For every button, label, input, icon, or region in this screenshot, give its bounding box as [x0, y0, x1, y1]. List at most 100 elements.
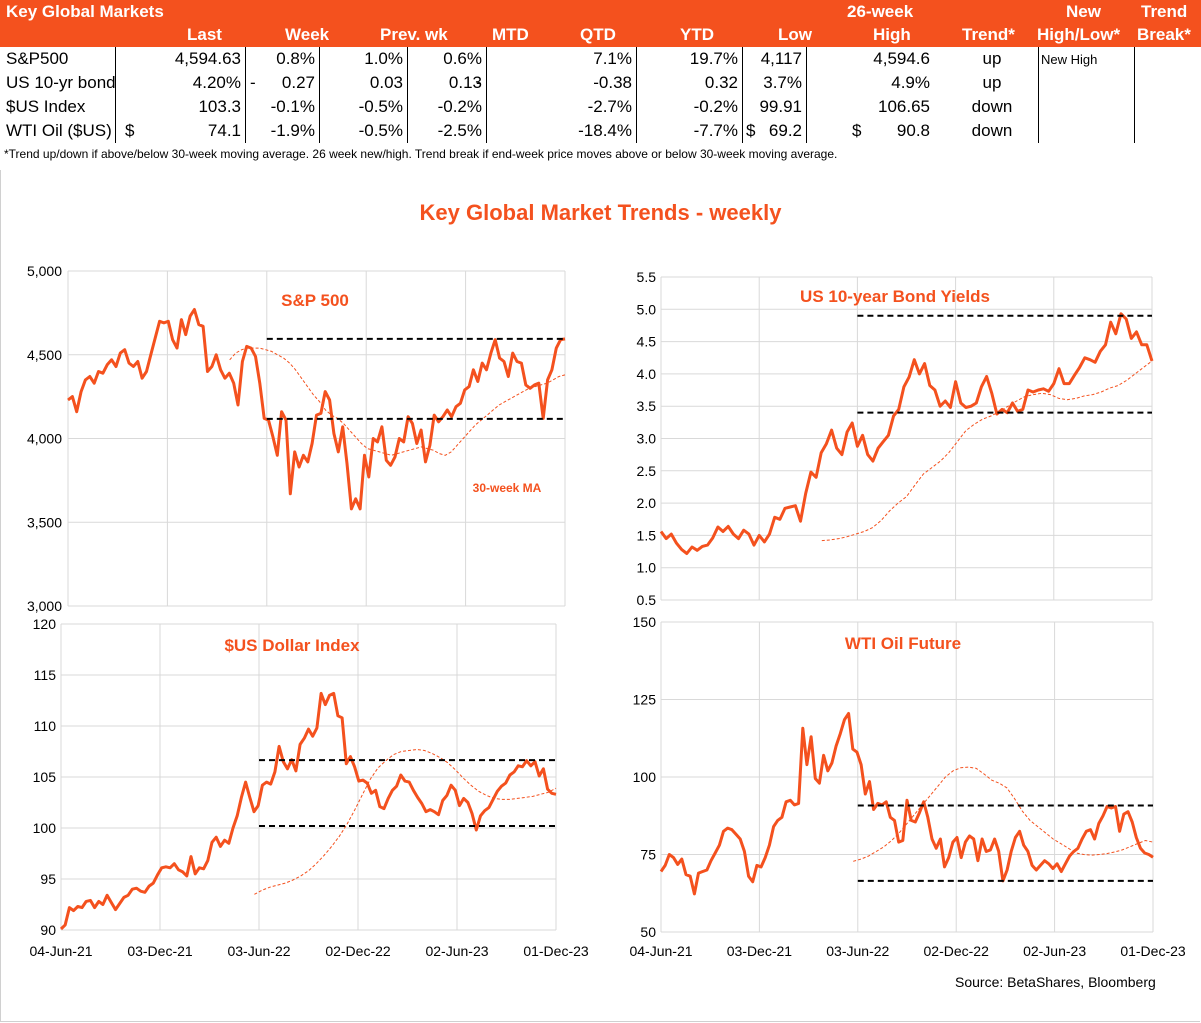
x-tick-label: 01-Dec-23 — [1120, 943, 1186, 959]
market-table: Key Global Markets 26-week New Trend Las… — [0, 0, 1201, 161]
y-tick-label: 75 — [640, 847, 656, 863]
series-line-price — [659, 312, 1154, 555]
y-tick-label: 4,500 — [27, 347, 62, 363]
y-tick-label: 90 — [40, 922, 56, 938]
source-note: Source: BetaShares, Bloomberg — [955, 974, 1156, 990]
cell-name: US 10-yr bond — [6, 73, 116, 92]
cell-low-prefix: $ — [746, 121, 756, 140]
x-tick-label: 04-Jun-21 — [629, 943, 692, 959]
y-tick-label: 1.5 — [637, 527, 657, 543]
cell-trend: down — [971, 97, 1013, 116]
cell-name: $US Index — [6, 97, 86, 116]
header-trend: Trend — [1141, 2, 1188, 21]
y-tick-label: 0.5 — [637, 592, 657, 608]
x-tick-label: 02-Jun-23 — [425, 943, 488, 959]
y-tick-label: 110 — [34, 718, 57, 734]
cell-prev: -0.5% — [358, 121, 403, 140]
cell-ytd: -7.7% — [693, 121, 738, 140]
y-tick-label: 150 — [633, 614, 657, 630]
cell-week: 0.8% — [276, 49, 315, 68]
x-tick-label: 02-Dec-22 — [924, 943, 990, 959]
table-row: S&P500 4,594.63 0.8% 1.0% 0.6% 7.1% 19.7% 4,117… — [0, 47, 1201, 71]
header-low: Low — [778, 25, 812, 44]
footnote: *Trend up/down if above/below 30-week mo… — [4, 147, 838, 161]
header-high: High — [873, 25, 911, 44]
cell-week: -0.1% — [270, 97, 315, 116]
table-header: Key Global Markets 26-week New Trend Las… — [0, 0, 1201, 47]
y-tick-label: 2.5 — [637, 463, 657, 479]
cell-high-prefix: $ — [852, 121, 862, 140]
cell-mtd-prefix: - — [476, 73, 482, 92]
y-tick-label: 95 — [40, 871, 56, 887]
header-week: Week — [285, 25, 330, 44]
header-qtd: QTD — [580, 25, 616, 44]
table-row: WTI Oil ($US) $74.1 -1.9% -0.5% -2.5% -18.4% -… — [0, 119, 1201, 143]
cell-prev: -0.5% — [358, 97, 403, 116]
chart-title: $US Dollar Index — [224, 636, 360, 655]
header-trend-col: Trend* — [962, 25, 1015, 44]
cell-name: WTI Oil ($US) — [6, 121, 112, 140]
y-tick-label: 4,000 — [27, 431, 62, 447]
y-tick-label: 120 — [33, 616, 57, 632]
table-row: $US Index 103.3 -0.1% -0.5% -0.2% -2.7% -0.2% 9… — [0, 95, 1201, 119]
main-title: Key Global Market Trends - weekly — [419, 200, 782, 225]
cell-ytd: 19.7% — [689, 49, 738, 68]
y-tick-label: 4.0 — [637, 366, 657, 382]
cell-mtd: -2.5% — [437, 121, 482, 140]
y-tick-label: 2.0 — [637, 495, 657, 511]
chart-title: S&P 500 — [281, 291, 349, 310]
y-tick-label: 100 — [33, 820, 57, 836]
x-tick-label: 03-Jun-22 — [826, 943, 889, 959]
cell-last: 74.1 — [207, 121, 241, 140]
header-ytd: YTD — [680, 25, 714, 44]
y-tick-label: 5.0 — [637, 301, 657, 317]
cell-prev: 0.03 — [369, 73, 403, 92]
series-line-30wk-ma — [821, 360, 1153, 542]
header-high-low: High/Low* — [1037, 25, 1121, 44]
series-line-30wk-ma — [853, 766, 1154, 862]
cell-trend: up — [982, 73, 1002, 92]
cell-trend: down — [971, 121, 1013, 140]
y-tick-label: 125 — [633, 692, 657, 708]
header-break: Break* — [1137, 25, 1191, 44]
header-mtd: MTD — [492, 25, 529, 44]
cell-mtd: 0.13 — [448, 73, 482, 92]
cell-mtd: 0.6% — [443, 49, 482, 68]
y-tick-label: 3,500 — [27, 514, 62, 530]
series-line-30wk-ma — [229, 347, 566, 456]
x-tick-label: 02-Jun-23 — [1023, 943, 1086, 959]
y-tick-label: 1.0 — [637, 560, 657, 576]
x-tick-label: 01-Dec-23 — [523, 943, 589, 959]
ma-annotation: 30-week MA — [473, 481, 542, 495]
cell-last: 103.3 — [198, 97, 241, 116]
cell-prefix: $ — [125, 121, 135, 140]
cell-name: S&P500 — [6, 49, 69, 68]
cell-high: 4.9% — [891, 73, 930, 92]
chart-title: WTI Oil Future — [845, 634, 961, 653]
cell-high: 106.65 — [878, 97, 930, 116]
cell-last: 4.20% — [192, 73, 241, 92]
group-header-26-week: 26-week — [847, 2, 914, 21]
x-tick-label: 03-Jun-22 — [227, 943, 290, 959]
cell-qtd: -2.7% — [587, 97, 632, 116]
x-tick-label: 03-Dec-21 — [727, 943, 793, 959]
y-tick-label: 50 — [640, 924, 656, 940]
cell-prev: 1.0% — [364, 49, 403, 68]
y-tick-label: 105 — [33, 769, 57, 785]
chart-title: US 10-year Bond Yields — [800, 287, 990, 306]
cell-ytd: 0.32 — [704, 73, 738, 92]
header-last: Last — [187, 25, 222, 44]
cell-trend: up — [982, 49, 1002, 68]
table-row: US 10-yr bond 4.20% -0.27 0.03-0.13 -0.38 0.3… — [0, 71, 1201, 95]
cell-last: 4,594.63 — [174, 49, 241, 68]
x-tick-label: 04-Jun-21 — [29, 943, 92, 959]
cell-low: 4,117 — [760, 49, 802, 68]
series-line-price — [67, 308, 566, 511]
y-tick-label: 3.5 — [637, 398, 657, 414]
x-tick-label: 03-Dec-21 — [127, 943, 193, 959]
series-line-price — [659, 712, 1154, 896]
y-tick-label: 3,000 — [27, 598, 62, 614]
y-tick-label: 5.5 — [637, 269, 657, 285]
cell-week: 0.27 — [281, 73, 315, 92]
